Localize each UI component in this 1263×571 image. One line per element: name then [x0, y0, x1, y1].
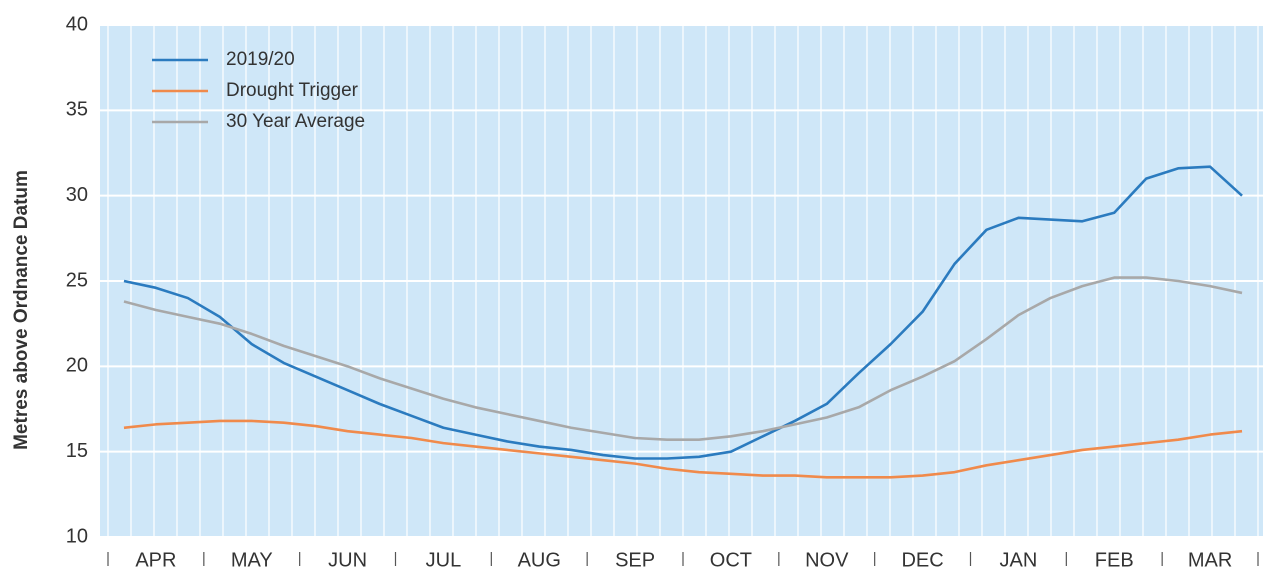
- legend: 2019/20 Drought Trigger 30 Year Average: [152, 49, 365, 132]
- y-tick-label: 25: [66, 269, 88, 291]
- y-tick-label: 20: [66, 355, 88, 377]
- x-tick-label: JUN: [328, 549, 367, 571]
- x-tick-label: MAR: [1188, 549, 1232, 571]
- y-tick-label: 40: [66, 13, 88, 35]
- x-tick-label: AUG: [518, 549, 561, 571]
- legend-label: Drought Trigger: [226, 80, 359, 101]
- y-tick-label: 15: [66, 440, 88, 462]
- y-axis-label: Metres above Ordnance Datum: [11, 170, 32, 450]
- y-tick-label: 30: [66, 184, 88, 206]
- x-tick-label: OCT: [710, 549, 752, 571]
- x-tick-label: MAY: [231, 549, 273, 571]
- x-tick-label: DEC: [901, 549, 943, 571]
- x-tick-label: FEB: [1095, 549, 1134, 571]
- series-line: [123, 276, 1243, 442]
- series-line: [123, 419, 1243, 479]
- legend-label: 2019/20: [226, 49, 295, 70]
- x-tick-label: JUL: [426, 549, 462, 571]
- x-tick-label: JAN: [1000, 549, 1038, 571]
- y-tick-label: 35: [66, 99, 88, 121]
- x-tick-label: NOV: [805, 549, 849, 571]
- series-line: [123, 165, 1243, 460]
- legend-label: 30 Year Average: [226, 111, 365, 132]
- y-tick-label: 10: [66, 525, 88, 547]
- x-tick-label: SEP: [615, 549, 655, 571]
- x-tick-label: APR: [135, 549, 176, 571]
